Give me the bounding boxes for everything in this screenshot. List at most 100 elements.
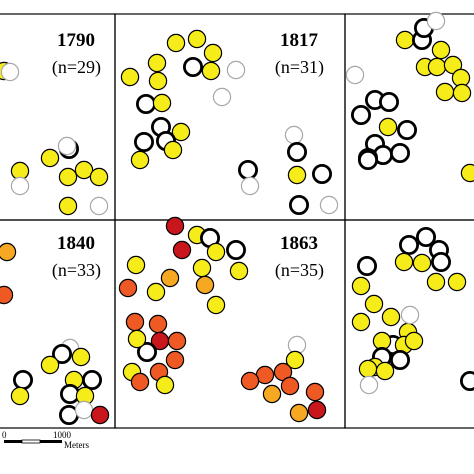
site-marker-p1863-19 bbox=[127, 329, 147, 349]
site-marker-p1863-13 bbox=[206, 295, 226, 315]
site-marker-p1817-4 bbox=[182, 57, 203, 78]
site-marker-p1817-21 bbox=[240, 176, 260, 196]
site-marker-p1863-30 bbox=[262, 384, 282, 404]
site-marker-p1863-24 bbox=[155, 375, 175, 395]
site-marker-p1863-33 bbox=[307, 400, 327, 420]
site-marker-p_top_right-11 bbox=[345, 65, 365, 85]
site-marker-p_bottom_right-23 bbox=[400, 305, 420, 325]
site-marker-p1790-7 bbox=[58, 167, 78, 187]
site-marker-p1817-22 bbox=[287, 165, 307, 185]
site-marker-p_bottom_right-4 bbox=[394, 252, 414, 272]
site-marker-p1817-24 bbox=[288, 194, 309, 215]
site-marker-p1863-8 bbox=[229, 261, 249, 281]
site-marker-p1863-9 bbox=[118, 278, 138, 298]
scale-bar-segment-1 bbox=[4, 440, 22, 443]
site-marker-p_top_right-6 bbox=[427, 57, 447, 77]
site-marker-p1863-31 bbox=[280, 376, 300, 396]
site-marker-p1817-23 bbox=[311, 163, 332, 184]
site-marker-p1817-8 bbox=[148, 71, 168, 91]
site-marker-p1863-14 bbox=[125, 312, 145, 332]
panel-n-1863: (n=35) bbox=[275, 260, 324, 281]
panel-grid bbox=[0, 13, 474, 429]
site-marker-p1863-32 bbox=[305, 382, 325, 402]
site-marker-p1790-8 bbox=[74, 160, 94, 180]
site-marker-p1840-0 bbox=[0, 242, 17, 262]
site-marker-p1790-11 bbox=[89, 196, 109, 216]
site-marker-p1817-14 bbox=[133, 131, 154, 152]
site-marker-p1817-0 bbox=[166, 33, 186, 53]
site-marker-p1863-25 bbox=[287, 335, 307, 355]
scale-bar-segment-3 bbox=[40, 440, 62, 443]
site-marker-p_bottom_right-24 bbox=[359, 375, 379, 395]
site-marker-p_bottom_right-22 bbox=[404, 331, 424, 351]
site-marker-p1863-11 bbox=[160, 268, 180, 288]
site-marker-p1840-4 bbox=[40, 355, 60, 375]
site-marker-p_bottom_right-8 bbox=[356, 255, 377, 276]
site-marker-p_bottom_right-25 bbox=[460, 371, 474, 391]
site-marker-p1863-17 bbox=[167, 331, 187, 351]
site-marker-p1863-6 bbox=[126, 255, 146, 275]
site-marker-p1817-7 bbox=[147, 53, 167, 73]
site-marker-p1863-26 bbox=[285, 350, 305, 370]
panel-frame-p_bottom_right bbox=[344, 219, 474, 429]
site-marker-p1863-20 bbox=[165, 350, 185, 370]
site-marker-p1863-18 bbox=[136, 341, 157, 362]
site-marker-p_bottom_right-9 bbox=[351, 276, 371, 296]
site-marker-p_bottom_right-5 bbox=[412, 253, 432, 273]
site-marker-p_top_right-21 bbox=[357, 149, 378, 170]
site-marker-p_top_right-9 bbox=[435, 82, 455, 102]
site-marker-p1863-7 bbox=[225, 239, 246, 260]
site-marker-p1817-18 bbox=[284, 125, 304, 145]
site-marker-p1840-5 bbox=[71, 347, 91, 367]
site-marker-p_top_right-16 bbox=[396, 120, 417, 141]
site-marker-p1817-6 bbox=[120, 67, 140, 87]
site-marker-p1817-1 bbox=[187, 29, 207, 49]
site-marker-p1840-10 bbox=[82, 369, 103, 390]
site-marker-p_bottom_right-11 bbox=[381, 307, 401, 327]
site-marker-p_bottom_right-3 bbox=[430, 251, 451, 272]
site-marker-p_bottom_right-12 bbox=[351, 312, 371, 332]
site-marker-p_bottom_right-20 bbox=[358, 359, 378, 379]
site-marker-p1817-9 bbox=[212, 87, 232, 107]
site-marker-p_bottom_right-6 bbox=[426, 272, 446, 292]
site-marker-p1863-5 bbox=[192, 258, 212, 278]
site-marker-p_top_right-13 bbox=[378, 92, 399, 113]
site-marker-p1817-5 bbox=[226, 60, 246, 80]
site-markers bbox=[0, 11, 474, 425]
site-marker-p1817-13 bbox=[171, 122, 191, 142]
site-marker-p1790-6 bbox=[40, 148, 60, 168]
panel-n-1817: (n=31) bbox=[275, 57, 324, 78]
site-marker-p_bottom_right-0 bbox=[398, 234, 419, 255]
site-marker-p_top_right-10 bbox=[452, 83, 472, 103]
scale-bar: 0 1000 Meters bbox=[2, 430, 89, 450]
site-marker-p1840-3 bbox=[52, 343, 73, 364]
site-marker-p1817-2 bbox=[203, 43, 223, 63]
site-marker-p1817-20 bbox=[237, 159, 258, 180]
site-marker-p_bottom_right-7 bbox=[447, 272, 467, 292]
site-marker-p1817-25 bbox=[319, 195, 339, 215]
site-marker-p_top_right-15 bbox=[378, 117, 398, 137]
site-marker-p_top_right-3 bbox=[426, 11, 446, 31]
site-marker-p_bottom_right-10 bbox=[364, 294, 384, 314]
panel-n-1790: (n=29) bbox=[52, 57, 101, 78]
site-marker-p1863-2 bbox=[172, 240, 192, 260]
scale-bar-segment-2 bbox=[21, 439, 41, 444]
site-marker-p1840-7 bbox=[10, 386, 30, 406]
site-marker-p1817-19 bbox=[286, 141, 307, 162]
site-marker-p1817-17 bbox=[163, 140, 183, 160]
site-marker-p1863-4 bbox=[206, 242, 226, 262]
scale-label-zero: 0 bbox=[2, 430, 7, 440]
scale-label-1000: 1000 bbox=[53, 430, 72, 440]
site-marker-p1863-10 bbox=[146, 282, 166, 302]
site-marker-p_top_right-4 bbox=[431, 40, 451, 60]
panel-year-1790: 1790 bbox=[57, 30, 95, 51]
panel-year-1817: 1817 bbox=[280, 30, 319, 51]
site-marker-p_bottom_right-18 bbox=[389, 349, 410, 370]
site-marker-p1840-1 bbox=[0, 285, 14, 305]
site-marker-p_bottom_right-1 bbox=[415, 226, 436, 247]
site-marker-p_top_right-19 bbox=[389, 142, 410, 163]
panel-n-1840: (n=33) bbox=[52, 260, 101, 281]
site-marker-p1817-11 bbox=[152, 93, 172, 113]
site-marker-p1790-1 bbox=[0, 62, 20, 82]
